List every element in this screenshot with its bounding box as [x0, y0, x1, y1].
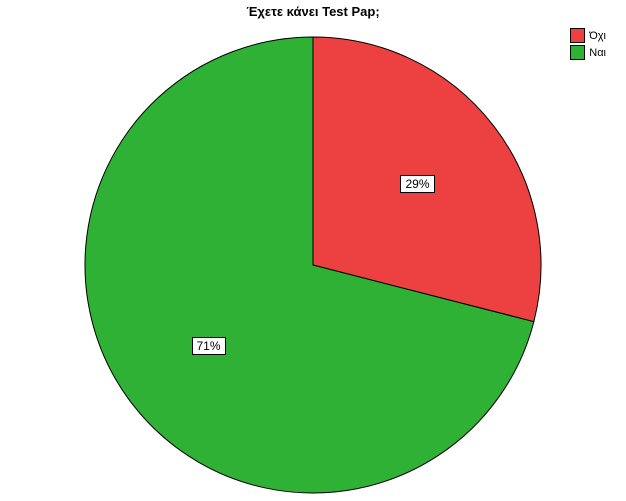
legend-item-yes: Ναι [570, 45, 606, 60]
slice-label-no: 29% [400, 175, 434, 193]
chart-title: Έχετε κάνει Test Pap; [0, 4, 626, 19]
slice-label-yes: 71% [191, 337, 225, 355]
legend-item-no: Όχι [570, 28, 606, 43]
legend-label-no: Όχι [589, 30, 606, 42]
pie-svg [84, 36, 542, 494]
legend-swatch-yes [570, 45, 585, 60]
legend-swatch-no [570, 28, 585, 43]
pie-chart-container: Έχετε κάνει Test Pap; Όχι Ναι 29% 71% [0, 0, 626, 501]
legend-label-yes: Ναι [589, 47, 606, 59]
pie-holder: 29% 71% [84, 36, 542, 494]
legend: Όχι Ναι [570, 28, 606, 62]
